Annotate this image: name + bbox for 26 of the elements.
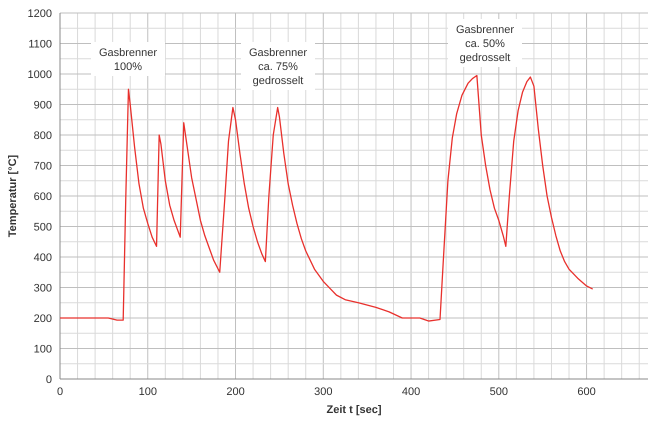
- annotation: Gasbrenner 100%: [98, 47, 158, 73]
- x-tick-label: 300: [314, 386, 332, 398]
- x-tick-label: 0: [56, 386, 64, 398]
- x-tick-label: 600: [577, 386, 596, 398]
- y-tick-label: 400: [34, 252, 52, 264]
- y-tick-label: 700: [34, 160, 52, 172]
- annotation: Gasbrenner ca. 75% gedrosselt: [248, 47, 308, 87]
- y-tick-label: 1200: [28, 8, 52, 20]
- x-tick-label: 400: [402, 386, 420, 398]
- y-tick-label: 600: [34, 191, 52, 203]
- x-tick-label: 500: [490, 386, 508, 398]
- line-series: [59, 74, 594, 322]
- annotation: Gasbrenner ca. 50% gedrosselt: [456, 24, 514, 64]
- y-tick-label: 800: [34, 130, 52, 142]
- y-axis-title: Temperatur [°C]: [7, 154, 19, 238]
- y-tick-label: 0: [46, 374, 52, 386]
- y-tick-label: 100: [34, 344, 52, 356]
- x-tick-label: 100: [138, 386, 157, 398]
- y-tick-label: 1100: [28, 38, 52, 50]
- y-tick-label: 1000: [28, 69, 52, 81]
- x-tick-label: 200: [226, 386, 245, 398]
- x-axis-title: Zeit t [sec]: [326, 404, 382, 416]
- y-tick-label: 900: [34, 100, 52, 112]
- y-tick-label: 500: [34, 222, 52, 234]
- y-tick-label: 200: [34, 313, 52, 325]
- y-tick-label: 300: [34, 282, 52, 294]
